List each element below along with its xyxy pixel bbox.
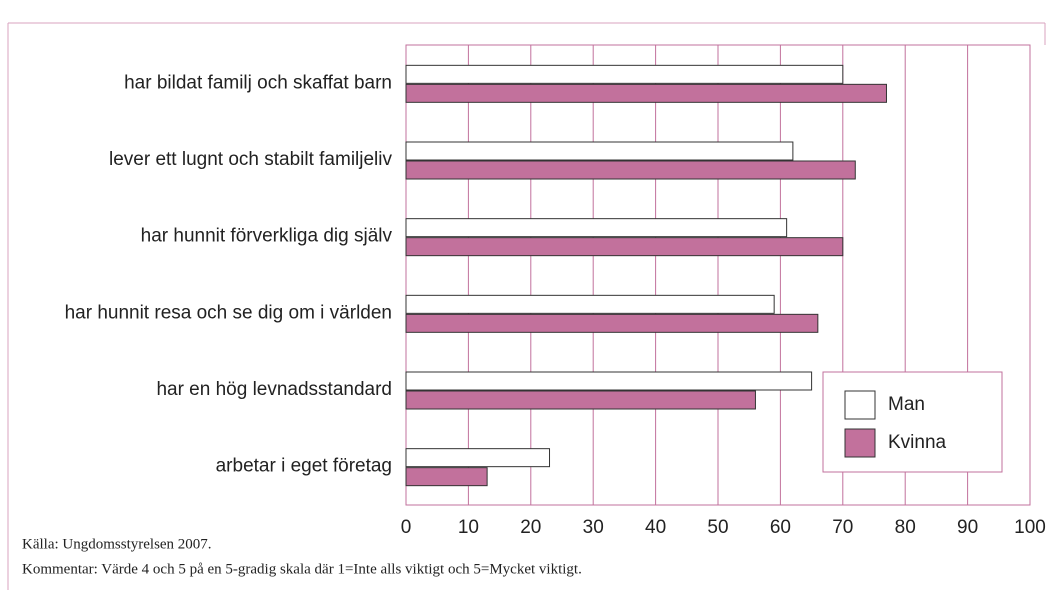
x-tick-label: 70 [832,517,853,538]
bar [405,448,551,468]
bar [405,294,775,314]
x-tick-label: 40 [645,517,666,538]
y-tick-label: har en hög levnadsstandard [156,379,392,400]
bar [405,64,844,84]
x-tick-label: 60 [770,517,791,538]
legend-label: Man [888,394,925,415]
x-tick-label: 50 [707,517,728,538]
y-tick-label: arbetar i eget företag [216,456,392,477]
bar [405,390,756,410]
y-tick-label: har hunnit förverkliga dig själv [141,226,393,247]
x-tick-label: 80 [895,517,916,538]
bar [405,160,856,180]
bar [405,313,819,333]
x-tick-label: 0 [401,517,412,538]
comment: Kommentar: Värde 4 och 5 på en 5-gradig … [22,561,582,577]
x-tick-label: 100 [1014,517,1046,538]
legend-swatch [844,390,876,420]
bar [405,371,813,391]
x-tick-label: 10 [458,517,479,538]
x-tick-label: 30 [583,517,604,538]
bar [405,141,794,161]
y-tick-label: har hunnit resa och se dig om i världen [65,302,392,323]
y-tick-label: lever ett lugnt och stabilt familjeliv [109,149,393,170]
y-tick-label: har bildat familj och skaffat barn [124,72,392,93]
source: Källa: Ungdomsstyrelsen 2007. [22,536,212,552]
bar [405,237,844,257]
bar [405,83,887,103]
x-tick-label: 20 [520,517,541,538]
bar [405,467,488,487]
x-tick-label: 90 [957,517,978,538]
bar [405,218,788,238]
legend-label: Kvinna [888,432,947,453]
legend-swatch [844,428,876,458]
